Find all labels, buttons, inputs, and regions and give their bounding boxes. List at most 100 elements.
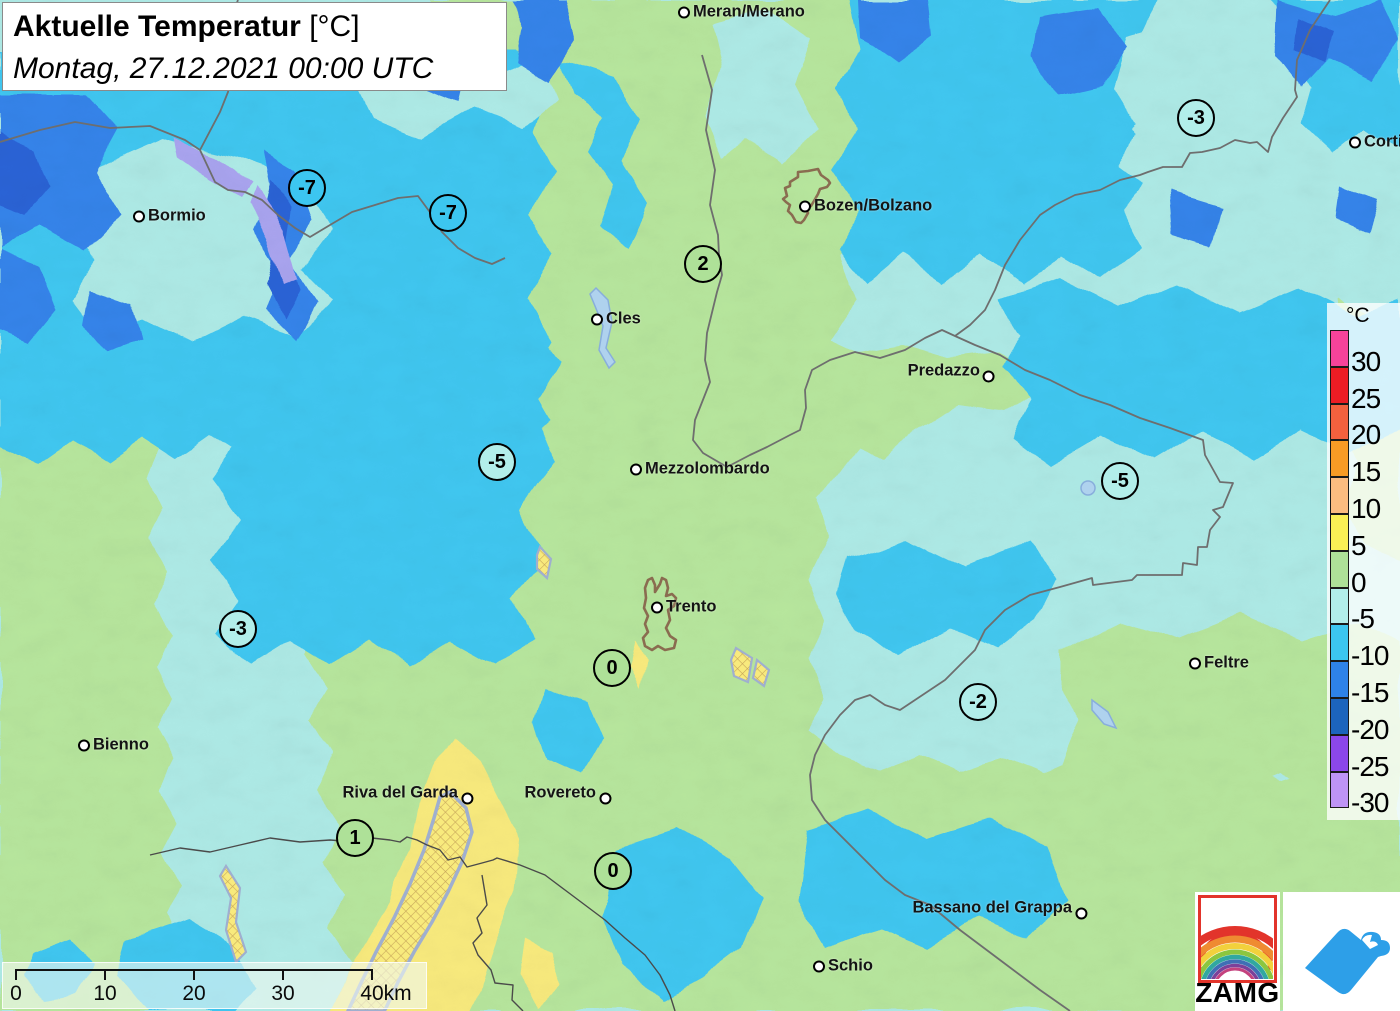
legend-color-swatch: [1330, 734, 1349, 772]
city-mezzolombardo: Mezzolombardo: [630, 460, 773, 479]
legend-entry: -10: [1330, 624, 1400, 671]
legend-color-swatch: [1330, 771, 1349, 809]
city-rovereto: Rovereto: [521, 782, 611, 805]
scale-bar-tick-label: 40km: [360, 982, 412, 1005]
title-box: Aktuelle Temperatur [°C] Montag, 27.12.2…: [2, 2, 507, 91]
city-bassano-del-grappa: Bassano del Grappa: [909, 897, 1087, 920]
scale-bar-tick-label: 20: [182, 982, 206, 1005]
legend-color-swatch: [1330, 330, 1349, 367]
city-schio: Schio: [813, 957, 876, 976]
city-bienno: Bienno: [78, 736, 152, 755]
legend-entry: -5: [1330, 587, 1400, 634]
legend-entry: 25: [1330, 366, 1400, 414]
zamg-rainbow-icon: [1198, 895, 1277, 983]
city-label: Predazzo: [907, 361, 980, 380]
city-marker-icon: [1349, 136, 1361, 148]
legend-entry: 5: [1330, 513, 1400, 561]
city-label: Cortina: [1364, 132, 1400, 151]
city-cortina: Cortina: [1349, 133, 1400, 152]
city-label: Schio: [828, 956, 873, 975]
legend-entry: 15: [1330, 440, 1400, 487]
scale-bar-tick-label: 0: [10, 982, 22, 1005]
temp-reading-bubble: -5: [478, 443, 516, 481]
legend-color-swatch: [1330, 661, 1349, 698]
temp-reading-bubble: 0: [593, 649, 631, 687]
scale-bar-tick-label: 10: [93, 982, 117, 1005]
city-label: Rovereto: [524, 783, 596, 802]
city-bozen-bolzano: Bozen/Bolzano: [799, 197, 935, 216]
city-trento: Trento: [651, 598, 719, 617]
map-title-text: Aktuelle Temperatur: [13, 10, 301, 43]
legend-entry: 30: [1330, 330, 1400, 377]
lake-levico: [751, 657, 771, 688]
city-label: Cles: [606, 309, 641, 328]
temp-reading-bubble: 2: [684, 245, 722, 283]
legend-value-label: 15: [1351, 456, 1381, 488]
legend-entries: 30 25 20 15 10 5 0 -5 -10 -15 -20 -25 -30: [1330, 330, 1400, 818]
legend-value-label: -15: [1351, 676, 1389, 708]
legend-entry: 0: [1330, 550, 1400, 598]
scale-bar-ruler: [15, 969, 373, 980]
city-marker-icon: [813, 960, 825, 972]
temp-reading-bubble: -7: [288, 169, 326, 207]
legend-entry: -20: [1330, 697, 1400, 745]
lake-caldonazzo: [729, 646, 754, 684]
city-marker-icon: [591, 313, 603, 325]
legend-value-label: -5: [1351, 603, 1375, 635]
legend-color-swatch: [1330, 366, 1349, 404]
legend-color-swatch: [1330, 513, 1349, 551]
map-title-unit: [°C]: [309, 10, 360, 43]
lake-molveno: [535, 544, 553, 581]
legend-unit-label: °C: [1346, 304, 1370, 327]
lake-santa-giustina: [589, 286, 616, 370]
city-marker-icon: [983, 370, 995, 383]
scale-bar-tick-label: 30: [271, 982, 295, 1005]
legend-entry: -15: [1330, 661, 1400, 708]
legend-entry: -25: [1330, 734, 1400, 782]
legend-value-label: -25: [1351, 750, 1389, 782]
legend-value-label: 10: [1351, 492, 1381, 524]
zamg-logo-text: ZAMG: [1195, 977, 1280, 1008]
city-label: Bormio: [148, 206, 206, 225]
legend-value-label: 5: [1351, 529, 1367, 561]
city-riva-del-garda: Riva del Garda: [339, 782, 473, 805]
scale-bar: 0 10 20 30 40km: [2, 962, 427, 1009]
zamg-logo: ZAMG: [1195, 892, 1280, 1011]
legend-value-label: 20: [1351, 419, 1381, 451]
city-marker-icon: [461, 792, 473, 805]
legend-entry: -30: [1330, 771, 1400, 818]
city-label: Bassano del Grappa: [912, 898, 1072, 917]
legend-value-label: -10: [1351, 640, 1389, 672]
city-label: Feltre: [1204, 653, 1249, 672]
lake-garda: [346, 789, 474, 1011]
legend-entry: 10: [1330, 477, 1400, 524]
city-marker-icon: [599, 792, 611, 805]
temp-reading-bubble: 0: [594, 852, 632, 890]
temp-reading-bubble: -2: [959, 683, 997, 721]
map-subtitle: Montag, 27.12.2021 00:00 UTC: [13, 52, 434, 85]
legend-entry: 20: [1330, 403, 1400, 450]
city-marker-icon: [630, 463, 642, 475]
temp-reading-bubble: 1: [336, 819, 374, 857]
city-predazzo: Predazzo: [905, 360, 995, 383]
city-marker-icon: [1189, 657, 1201, 669]
city-label: Bienno: [93, 735, 149, 754]
legend-color-swatch: [1330, 587, 1349, 625]
legend-value-label: 0: [1351, 566, 1367, 598]
temp-reading-bubble: -5: [1101, 462, 1139, 500]
province-logo: [1283, 892, 1400, 1011]
city-meran-merano: Meran/Merano: [678, 3, 808, 22]
city-cles: Cles: [591, 310, 644, 329]
legend-value-label: 30: [1351, 345, 1381, 377]
map-title: Aktuelle Temperatur [°C]: [13, 6, 496, 48]
temp-reading-bubble: -3: [1177, 99, 1215, 137]
city-marker-icon: [133, 210, 145, 222]
legend-value-label: -30: [1351, 787, 1389, 819]
city-label: Meran/Merano: [693, 2, 805, 21]
city-label: Mezzolombardo: [645, 459, 770, 478]
city-label: Bozen/Bolzano: [814, 196, 933, 215]
legend-color-swatch: [1330, 697, 1349, 735]
